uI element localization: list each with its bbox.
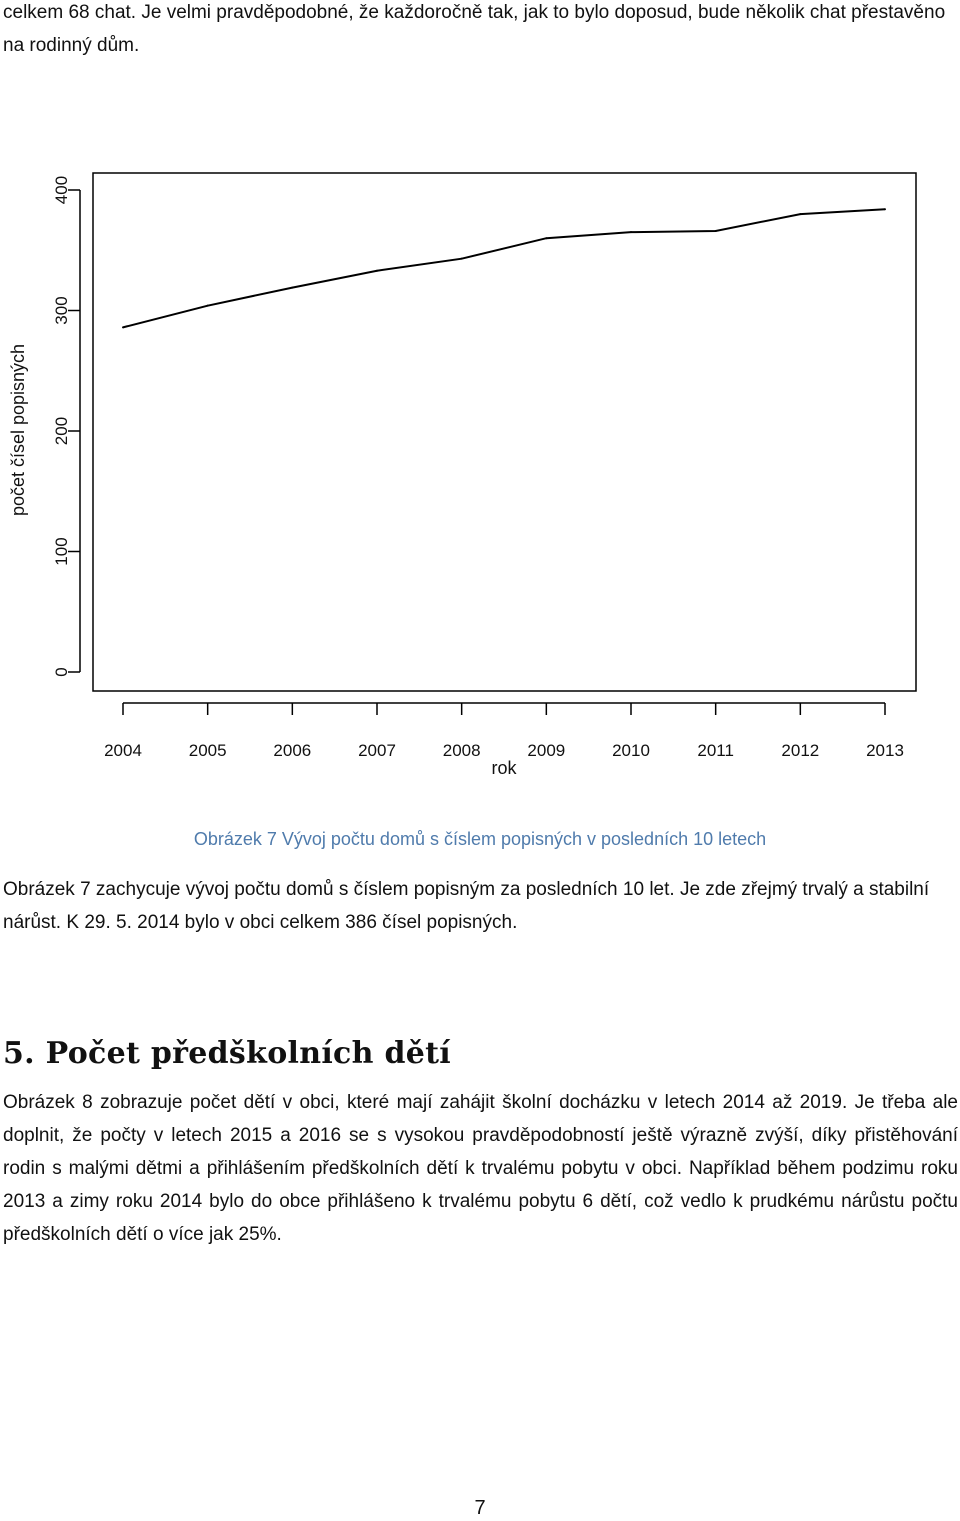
x-tick-label: 2010 — [612, 741, 650, 760]
data-point — [545, 237, 548, 240]
y-tick-label: 0 — [52, 667, 71, 676]
data-point — [460, 257, 463, 260]
y-tick-label: 300 — [52, 296, 71, 324]
data-point — [884, 208, 886, 211]
y-axis-title: počet čísel popisných — [8, 344, 28, 516]
x-axis-title: rok — [491, 758, 517, 778]
intro-paragraph: celkem 68 chat. Je velmi pravděpodobné, … — [3, 2, 946, 56]
data-point — [630, 231, 632, 234]
section-heading: 5. Počet předškolních dětí — [3, 1036, 451, 1071]
paragraph-figure7: Obrázek 7 zachycuje vývoj počtu domů s č… — [3, 879, 930, 933]
y-tick-label: 400 — [52, 176, 71, 204]
data-point — [206, 304, 209, 307]
data-point — [714, 229, 717, 232]
x-tick-label: 2011 — [697, 741, 734, 760]
figure-caption: Obrázek 7 Vývoj počtu domů s číslem popi… — [193, 829, 767, 849]
x-tick-label: 2013 — [866, 741, 904, 760]
line-chart: 0 100 200 300 400 2004 2005 2006 2007 2008 2009 20… — [0, 165, 960, 790]
data-point — [799, 213, 802, 216]
x-tick-label: 2009 — [527, 741, 565, 760]
y-tick-label: 200 — [52, 417, 71, 445]
x-tick-label: 2012 — [781, 741, 819, 760]
paragraph-preschool: Obrázek 8 zobrazuje počet dětí v obci, k… — [3, 1092, 958, 1245]
page-number: 7 — [474, 1497, 486, 1519]
x-tick-label: 2006 — [273, 741, 311, 760]
series-line — [122, 208, 886, 329]
data-point — [291, 286, 294, 289]
x-tick-label: 2004 — [104, 741, 142, 760]
x-tick-label: 2008 — [443, 741, 481, 760]
x-tick-label: 2007 — [358, 741, 396, 760]
plot-box — [92, 172, 917, 692]
data-point — [376, 269, 378, 272]
data-point — [122, 326, 124, 329]
y-tick-label: 100 — [52, 537, 71, 565]
y-axis: 0 100 200 300 400 — [52, 176, 81, 677]
x-tick-label: 2005 — [189, 741, 227, 760]
x-axis: 2004 2005 2006 2007 2008 2009 2010 2011 2012 2013 — [104, 702, 904, 760]
